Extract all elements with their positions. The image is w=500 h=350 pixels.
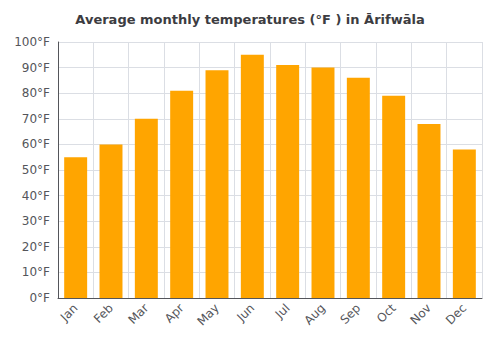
svg-text:Dec: Dec (443, 301, 469, 327)
svg-text:Apr: Apr (162, 301, 187, 326)
svg-text:Sep: Sep (337, 301, 363, 327)
svg-text:30°F: 30°F (22, 214, 50, 228)
svg-text:Jul: Jul (272, 301, 293, 322)
svg-text:Jan: Jan (57, 301, 81, 325)
svg-text:Average monthly temperatures (: Average monthly temperatures (°F ) in Ār… (75, 12, 424, 27)
svg-text:90°F: 90°F (22, 61, 50, 75)
svg-text:Mar: Mar (125, 301, 151, 327)
svg-text:Jun: Jun (233, 301, 257, 325)
svg-text:60°F: 60°F (22, 137, 50, 151)
svg-text:Aug: Aug (301, 301, 327, 327)
svg-text:80°F: 80°F (22, 86, 50, 100)
svg-text:10°F: 10°F (22, 265, 50, 279)
svg-text:50°F: 50°F (22, 163, 50, 177)
svg-text:70°F: 70°F (22, 112, 50, 126)
svg-text:20°F: 20°F (22, 240, 50, 254)
svg-text:100°F: 100°F (14, 35, 50, 49)
svg-text:0°F: 0°F (29, 291, 50, 305)
svg-text:Oct: Oct (374, 301, 399, 326)
svg-text:May: May (195, 301, 222, 328)
svg-text:Feb: Feb (91, 301, 116, 326)
svg-text:Nov: Nov (408, 301, 434, 327)
svg-text:40°F: 40°F (22, 189, 50, 203)
